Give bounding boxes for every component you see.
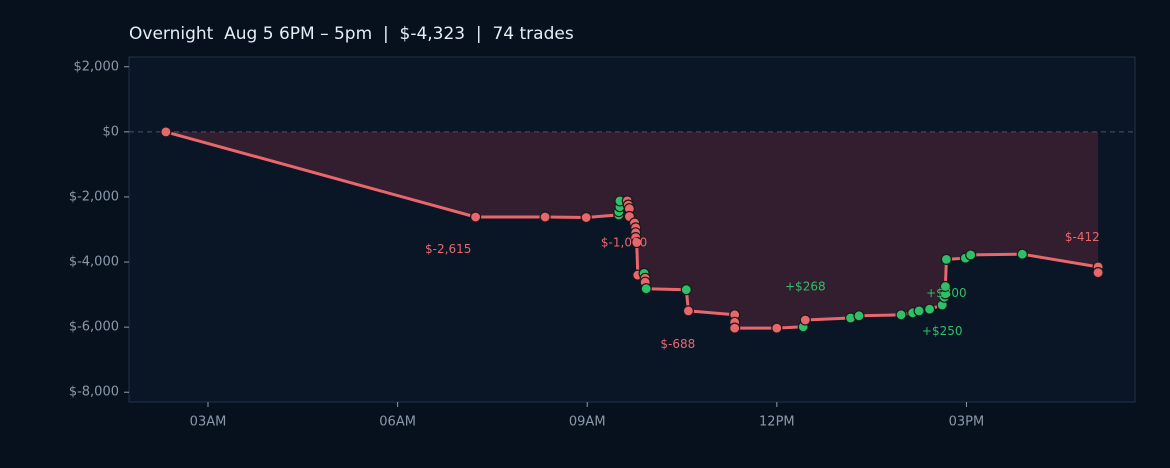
annotation-label-4: +$300 (926, 286, 967, 300)
trade-point-3 (580, 211, 592, 224)
x-tick-label-1: 06AM (379, 415, 416, 430)
chart-title: Overnight Aug 5 6PM – 5pm | $-4,323 | 74… (129, 24, 574, 44)
trade-point-1 (470, 211, 482, 223)
y-tick-label-0: $2,000 (74, 59, 120, 74)
x-tick-label-3: 12PM (759, 415, 795, 430)
trade-point-26 (729, 322, 741, 334)
annotation-label-0: $-2,615 (425, 242, 471, 256)
trade-point-32 (895, 309, 907, 321)
x-tick-label-2: 09AM (569, 415, 606, 430)
trade-point-43 (1016, 248, 1028, 260)
trade-point-29 (799, 314, 811, 326)
trade-point-39 (939, 280, 952, 293)
x-tick-label-4: 03PM (949, 415, 985, 430)
annotation-label-2: $-688 (660, 337, 695, 351)
trade-point-45 (1092, 267, 1104, 279)
trade-point-31 (853, 310, 865, 322)
trade-point-34 (913, 305, 925, 317)
annotation-label-5: +$250 (922, 324, 963, 338)
annotation-label-3: +$268 (785, 280, 826, 294)
y-tick-label-1: $0 (102, 124, 119, 139)
trade-point-23 (682, 305, 695, 317)
trade-point-22 (680, 284, 692, 296)
x-tick-label-0: 03AM (190, 415, 227, 430)
trade-point-2 (539, 211, 551, 223)
y-tick-label-5: $-8,000 (69, 385, 119, 400)
y-tick-label-3: $-4,000 (69, 255, 119, 270)
annotation-label-1: $-1,000 (601, 236, 647, 250)
trade-point-35 (923, 303, 936, 315)
trade-point-27 (771, 322, 783, 334)
drawdown-area (165, 131, 1099, 329)
trade-point-42 (965, 249, 977, 261)
trade-point-0 (160, 126, 172, 138)
trade-point-16 (631, 236, 643, 249)
y-tick-label-4: $-6,000 (69, 320, 119, 335)
trade-point-40 (940, 253, 953, 265)
annotation-label-6: $-412 (1065, 230, 1100, 244)
trade-point-21 (640, 283, 652, 295)
y-tick-label-2: $-2,000 (69, 189, 119, 204)
